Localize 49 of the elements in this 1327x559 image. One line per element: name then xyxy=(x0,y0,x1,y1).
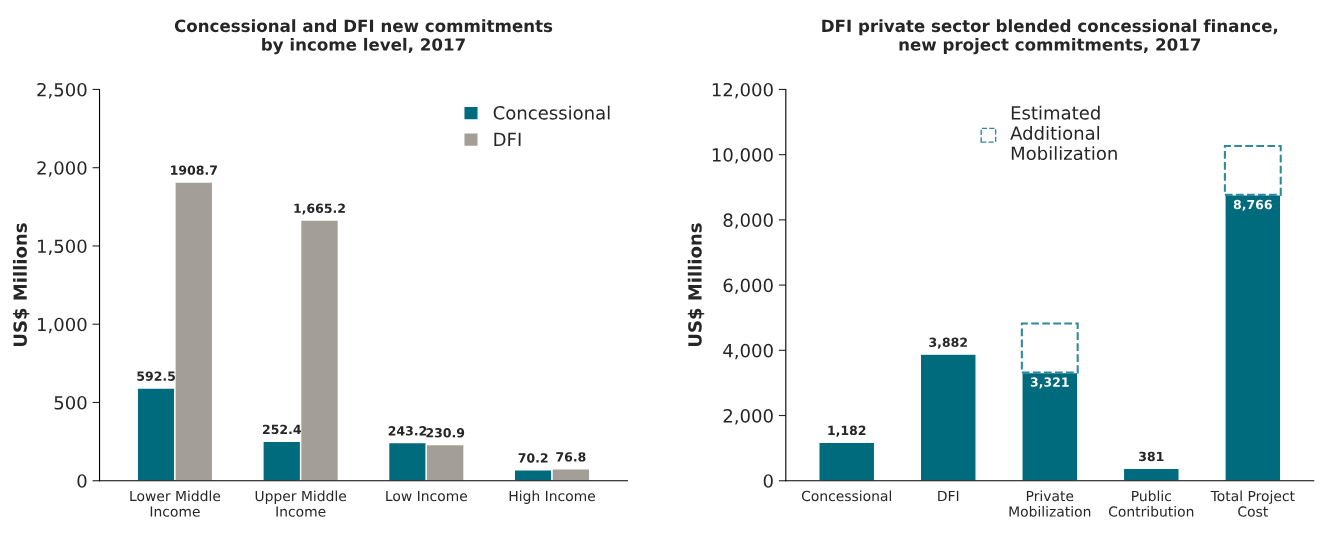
data-label: 243.2 xyxy=(388,426,427,436)
data-label: 70.2 xyxy=(518,453,548,463)
legend-label: Estimated Additional Mobilization xyxy=(1010,105,1117,161)
data-label: 76.8 xyxy=(556,452,586,462)
data-label: 381 xyxy=(1139,451,1164,462)
y-tick-label: 1,500 xyxy=(38,239,87,255)
y-tick-label: 1,000 xyxy=(38,317,87,334)
data-label: 1,182 xyxy=(828,425,866,437)
data-label: 1908.7 xyxy=(171,165,217,175)
bar xyxy=(818,441,876,481)
y-tick-label: 10,000 xyxy=(712,148,773,164)
y-tick-label: 0 xyxy=(77,474,87,488)
x-tick-label: Lower Middle Income xyxy=(130,490,221,517)
y-tick-label: 2,000 xyxy=(37,161,87,177)
bar xyxy=(919,353,977,481)
y-tick-label: 0 xyxy=(763,474,773,488)
y-axis-title: US$ Millions xyxy=(687,223,705,347)
y-tick-label: 4,000 xyxy=(723,343,773,360)
y-tick-label: 500 xyxy=(54,395,87,410)
data-label: 8,766 xyxy=(1233,199,1272,211)
bar xyxy=(1223,144,1282,196)
x-tick-label: Concessional xyxy=(801,490,892,502)
data-label: 252.4 xyxy=(263,424,301,435)
data-label: 3,882 xyxy=(929,337,967,349)
y-tick-label: 2,500 xyxy=(37,82,87,99)
chart-title: Concessional and DFI new commitments by income level, 2017 xyxy=(174,19,553,55)
legend-label: Concessional xyxy=(493,105,610,120)
chart-title: DFI private sector blended concessional finance, new project commitments, 2017 xyxy=(822,19,1278,55)
y-tick-label: 12,000 xyxy=(712,82,773,99)
y-tick-label: 6,000 xyxy=(723,278,773,295)
y-axis-title: US$ Millions xyxy=(13,223,30,347)
bar xyxy=(1021,371,1079,481)
data-label: 1,665.2 xyxy=(294,203,345,215)
x-tick-label: Total Project Cost xyxy=(1210,490,1295,517)
y-tick-label: 8,000 xyxy=(723,213,773,229)
x-tick-label: DFI xyxy=(938,490,959,502)
data-label: 3,321 xyxy=(1030,377,1069,389)
data-label: 592.5 xyxy=(137,371,175,381)
bar xyxy=(1020,322,1079,374)
x-tick-label: Upper Middle Income xyxy=(255,490,347,517)
bar xyxy=(1224,194,1282,481)
y-tick-label: 2,000 xyxy=(723,408,773,425)
x-tick-label: Low Income xyxy=(386,490,468,502)
data-label: 230.9 xyxy=(426,428,465,438)
legend-label: DFI xyxy=(494,132,521,146)
x-tick-label: Private Mobilization xyxy=(1009,490,1091,517)
bar xyxy=(1122,467,1180,481)
x-tick-label: Public Contribution xyxy=(1108,490,1194,517)
x-tick-label: High Income xyxy=(509,490,595,504)
